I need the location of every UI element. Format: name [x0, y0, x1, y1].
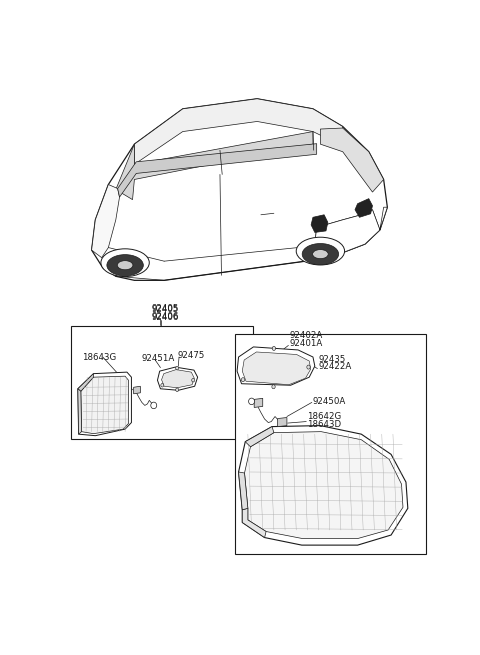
Polygon shape: [244, 432, 403, 538]
Text: 92435: 92435: [319, 354, 346, 364]
Text: 92401A: 92401A: [290, 339, 323, 348]
Text: 92422A: 92422A: [319, 362, 352, 371]
Ellipse shape: [151, 402, 156, 409]
Ellipse shape: [161, 383, 164, 387]
Ellipse shape: [296, 237, 345, 265]
Ellipse shape: [272, 346, 276, 350]
Ellipse shape: [101, 249, 149, 276]
Polygon shape: [162, 369, 194, 388]
Polygon shape: [134, 99, 343, 164]
Polygon shape: [355, 198, 372, 217]
Bar: [235, 334, 426, 553]
Polygon shape: [118, 143, 317, 197]
Polygon shape: [157, 367, 198, 390]
Text: 18643G: 18643G: [83, 352, 117, 362]
Polygon shape: [78, 389, 82, 434]
Ellipse shape: [176, 388, 179, 392]
Ellipse shape: [241, 378, 245, 382]
Ellipse shape: [302, 244, 338, 265]
Polygon shape: [78, 373, 94, 391]
Text: 92475: 92475: [178, 351, 205, 360]
Polygon shape: [245, 426, 274, 447]
Polygon shape: [311, 215, 328, 233]
Polygon shape: [116, 132, 313, 200]
Polygon shape: [239, 472, 248, 510]
Ellipse shape: [249, 398, 254, 405]
Polygon shape: [239, 426, 408, 545]
Text: 18642G: 18642G: [307, 412, 342, 421]
Ellipse shape: [117, 261, 133, 270]
Polygon shape: [313, 207, 387, 260]
Ellipse shape: [312, 250, 328, 259]
Polygon shape: [313, 210, 380, 260]
Polygon shape: [254, 398, 263, 407]
Ellipse shape: [107, 255, 144, 276]
Bar: [71, 326, 253, 440]
Text: 92451A: 92451A: [141, 354, 174, 363]
Text: 18643D: 18643D: [307, 420, 341, 428]
Ellipse shape: [272, 384, 275, 389]
Polygon shape: [78, 372, 132, 436]
Text: 92405: 92405: [151, 304, 179, 313]
Polygon shape: [237, 347, 315, 385]
Text: 92450A: 92450A: [313, 397, 346, 406]
Ellipse shape: [307, 365, 310, 369]
Ellipse shape: [176, 366, 179, 370]
Polygon shape: [92, 185, 120, 257]
Polygon shape: [92, 99, 387, 280]
Text: 92402A: 92402A: [290, 331, 323, 341]
Polygon shape: [242, 508, 266, 538]
Polygon shape: [277, 417, 287, 426]
Ellipse shape: [192, 379, 195, 382]
Polygon shape: [321, 128, 384, 192]
Text: 92405: 92405: [151, 305, 179, 314]
Polygon shape: [133, 386, 140, 394]
Text: 92406: 92406: [151, 312, 179, 322]
Polygon shape: [242, 352, 311, 384]
Polygon shape: [81, 376, 129, 434]
Text: 92406: 92406: [151, 312, 179, 321]
